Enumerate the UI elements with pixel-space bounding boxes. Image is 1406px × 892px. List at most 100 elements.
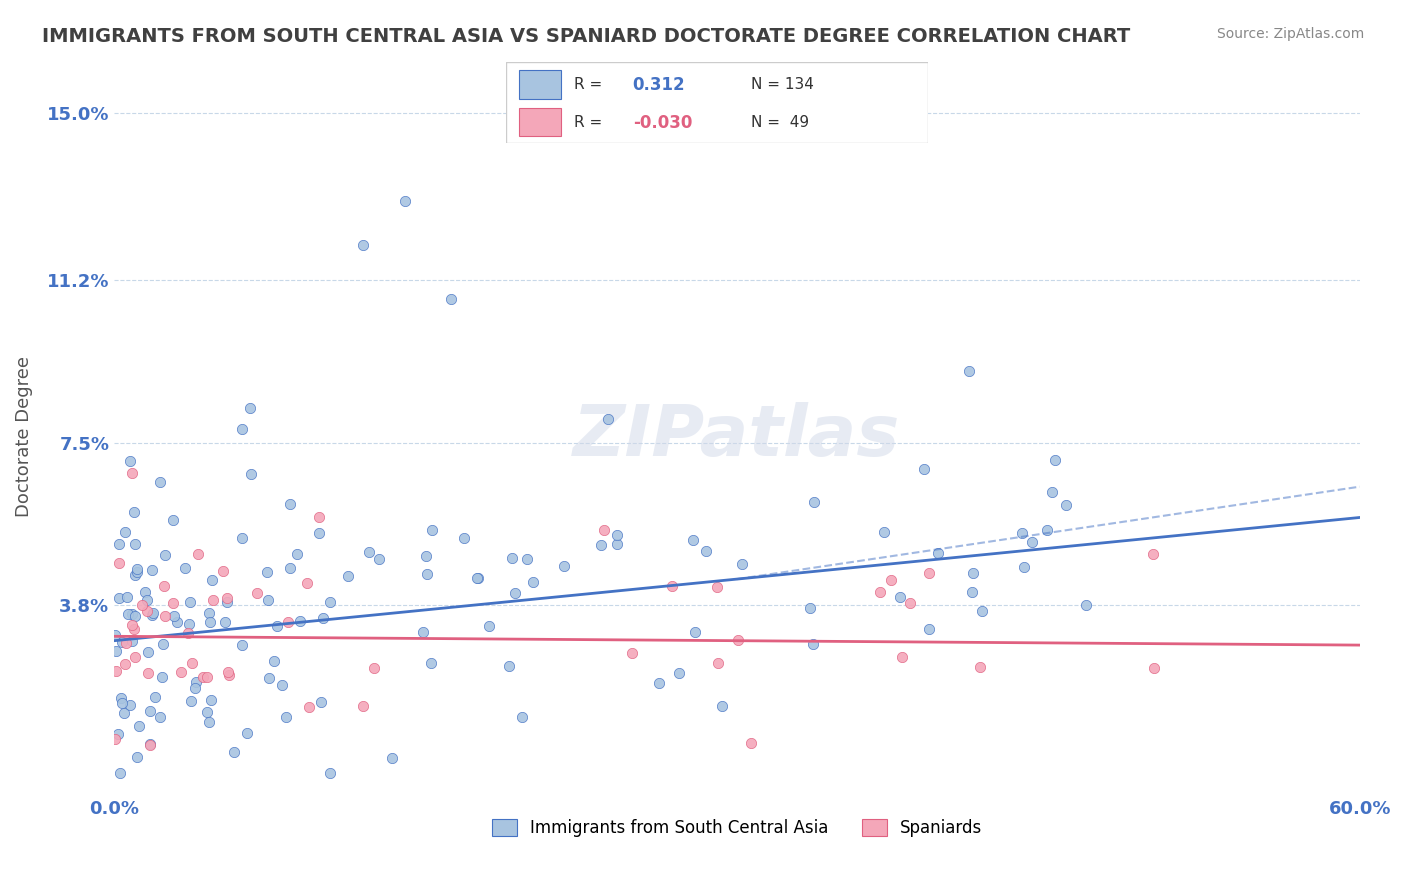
- Point: [927, 546, 949, 560]
- Point: [801, 637, 824, 651]
- Bar: [519, 108, 561, 136]
- Point: [890, 649, 912, 664]
- Point: [912, 462, 935, 476]
- Point: [706, 580, 728, 594]
- Text: -0.030: -0.030: [633, 113, 692, 132]
- Point: [319, 765, 342, 780]
- Point: [139, 738, 162, 752]
- Point: [136, 593, 159, 607]
- Point: [620, 646, 643, 660]
- Point: [1054, 498, 1077, 512]
- Point: [111, 697, 134, 711]
- Point: [957, 364, 980, 378]
- Point: [170, 665, 193, 680]
- Point: [522, 574, 544, 589]
- Point: [136, 604, 159, 618]
- Point: [186, 675, 208, 690]
- Point: [201, 593, 224, 607]
- Point: [231, 638, 253, 652]
- Point: [128, 719, 150, 733]
- Point: [969, 660, 991, 674]
- Point: [889, 590, 911, 604]
- Point: [218, 668, 240, 682]
- Point: [184, 681, 207, 696]
- Point: [606, 537, 628, 551]
- Point: [440, 292, 463, 306]
- Point: [215, 591, 238, 605]
- Point: [124, 537, 146, 551]
- Point: [141, 607, 163, 622]
- Point: [134, 585, 156, 599]
- Text: R =: R =: [574, 115, 602, 130]
- Point: [198, 615, 221, 630]
- Point: [180, 694, 202, 708]
- Point: [381, 750, 404, 764]
- Point: [288, 615, 311, 629]
- Point: [727, 632, 749, 647]
- Point: [124, 649, 146, 664]
- Point: [1011, 525, 1033, 540]
- Point: [201, 574, 224, 588]
- Point: [596, 412, 619, 426]
- Point: [799, 601, 821, 615]
- Point: [1076, 598, 1098, 612]
- Point: [121, 467, 143, 481]
- Point: [467, 571, 489, 585]
- Point: [682, 533, 704, 548]
- Point: [278, 498, 301, 512]
- Point: [661, 578, 683, 592]
- Point: [198, 714, 221, 729]
- Point: [222, 745, 245, 759]
- Point: [104, 665, 127, 679]
- Point: [873, 525, 896, 540]
- Point: [1043, 453, 1066, 467]
- Point: [141, 563, 163, 577]
- Point: [695, 544, 717, 558]
- Point: [352, 237, 374, 252]
- Point: [217, 665, 239, 679]
- Point: [1014, 560, 1036, 574]
- Point: [363, 661, 385, 675]
- Point: [215, 595, 238, 609]
- Point: [155, 548, 177, 562]
- Point: [498, 658, 520, 673]
- Point: [177, 625, 200, 640]
- Point: [153, 608, 176, 623]
- Point: [115, 590, 138, 604]
- Point: [195, 670, 218, 684]
- Text: Source: ZipAtlas.com: Source: ZipAtlas.com: [1216, 27, 1364, 41]
- Point: [231, 532, 253, 546]
- Point: [124, 567, 146, 582]
- Point: [337, 569, 360, 583]
- Point: [274, 710, 297, 724]
- Point: [162, 512, 184, 526]
- Point: [740, 736, 762, 750]
- Point: [104, 731, 127, 746]
- Point: [271, 678, 294, 692]
- Y-axis label: Doctorate Degree: Doctorate Degree: [15, 356, 32, 516]
- Point: [110, 690, 132, 705]
- Point: [124, 608, 146, 623]
- Point: [166, 615, 188, 630]
- Point: [510, 710, 533, 724]
- Point: [278, 561, 301, 575]
- Point: [153, 579, 176, 593]
- Point: [257, 671, 280, 685]
- Point: [298, 700, 321, 714]
- Point: [880, 574, 903, 588]
- Point: [553, 559, 575, 574]
- Point: [179, 616, 201, 631]
- Point: [319, 595, 342, 609]
- Point: [962, 566, 984, 581]
- Point: [478, 618, 501, 632]
- Text: 0.312: 0.312: [633, 76, 685, 94]
- Point: [516, 552, 538, 566]
- Point: [118, 698, 141, 713]
- Point: [163, 608, 186, 623]
- Point: [121, 633, 143, 648]
- Point: [668, 665, 690, 680]
- Legend: Immigrants from South Central Asia, Spaniards: Immigrants from South Central Asia, Span…: [485, 813, 988, 844]
- Point: [394, 194, 416, 208]
- Point: [503, 586, 526, 600]
- Point: [114, 524, 136, 539]
